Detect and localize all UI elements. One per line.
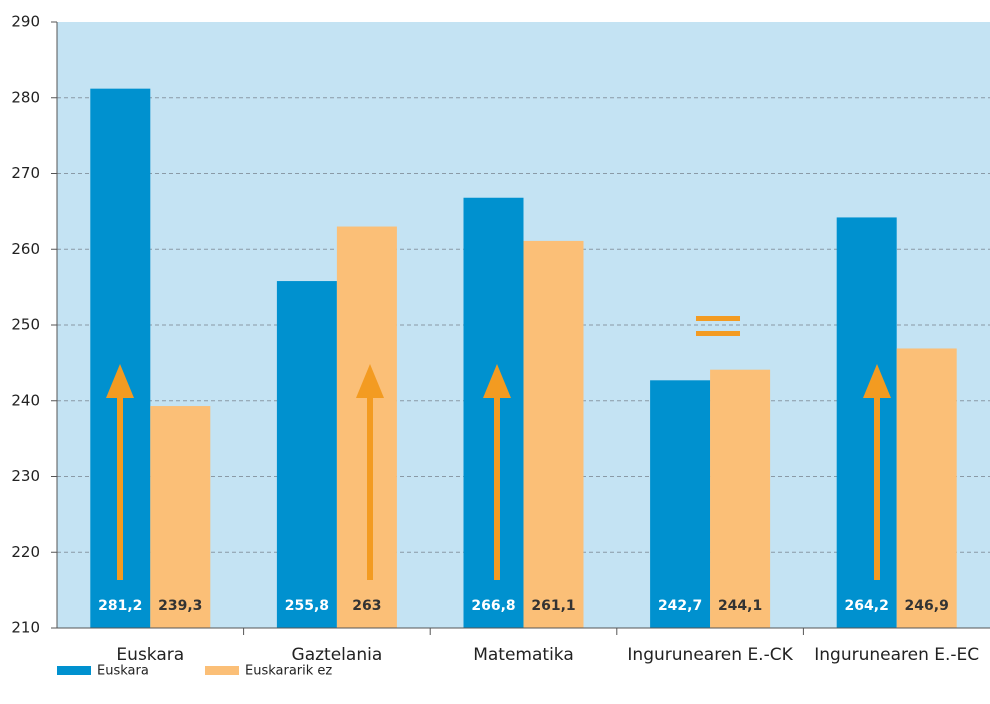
x-tick-label: Gaztelania: [292, 645, 383, 665]
bar: [336, 226, 397, 628]
value-label: 246,9: [905, 598, 949, 614]
y-tick-label: 260: [11, 240, 40, 258]
y-tick-label: 210: [11, 619, 40, 637]
bar: [463, 197, 524, 629]
y-tick-label: 290: [11, 13, 40, 31]
y-tick-label: 220: [11, 543, 40, 561]
y-tick-label: 280: [11, 88, 40, 106]
legend-swatch: [205, 666, 239, 675]
legend-label: Euskara: [97, 664, 149, 679]
bar: [150, 406, 211, 628]
y-tick-label: 230: [11, 467, 40, 485]
arrow: [356, 364, 384, 398]
bar: [836, 217, 897, 628]
arrow: [117, 395, 123, 580]
value-label: 281,2: [98, 598, 142, 614]
arrow: [863, 364, 891, 398]
bar: [523, 240, 584, 629]
x-tick-label: Ingurunearen E.-EC: [814, 645, 979, 665]
x-tick-label: Euskara: [116, 645, 184, 665]
value-label: 261,1: [531, 598, 575, 614]
bar: [650, 380, 711, 628]
value-label: 264,2: [845, 598, 889, 614]
arrow: [874, 395, 880, 580]
equals-sign: [696, 331, 740, 336]
value-label: 263: [352, 598, 381, 614]
y-tick-label: 270: [11, 164, 40, 182]
y-tick-label: 250: [11, 316, 40, 334]
arrow: [367, 395, 373, 580]
bar: [276, 281, 337, 628]
y-tick-label: 240: [11, 391, 40, 409]
value-label: 239,3: [158, 598, 202, 614]
value-label: 266,8: [471, 598, 515, 614]
bar: [896, 348, 957, 628]
value-label: 244,1: [718, 598, 762, 614]
legend-swatch: [57, 666, 91, 675]
arrow: [483, 364, 511, 398]
value-label: 255,8: [285, 598, 329, 614]
legend-label: Euskararik ez: [245, 664, 332, 679]
arrow: [106, 364, 134, 398]
x-tick-label: Matematika: [473, 645, 574, 665]
value-label: 242,7: [658, 598, 702, 614]
equals-sign: [696, 316, 740, 321]
annotations: [106, 316, 891, 580]
bar: [710, 369, 771, 628]
x-tick-label: Ingurunearen E.-CK: [627, 645, 793, 665]
arrow: [494, 395, 500, 580]
bars: [57, 88, 990, 629]
